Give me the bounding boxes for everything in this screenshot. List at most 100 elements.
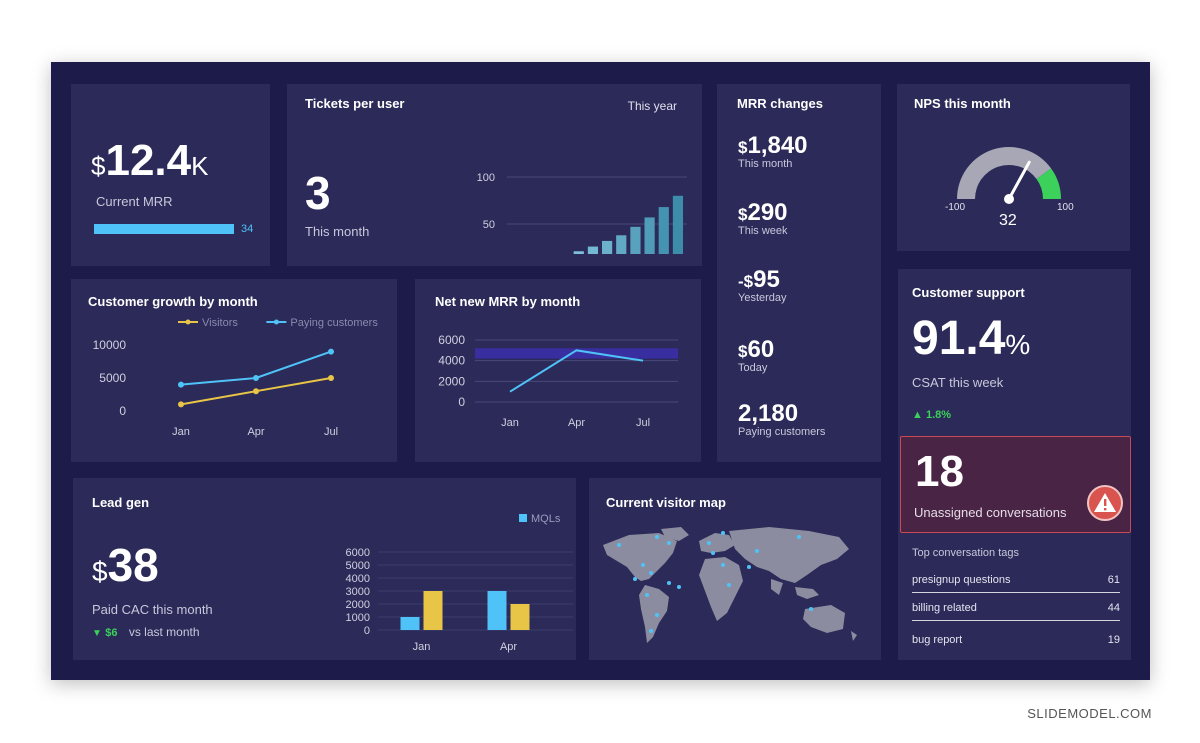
- leadgen-card: Lead gen $38 Paid CAC this month ▼ $6 vs…: [73, 478, 576, 660]
- support-title: Customer support: [912, 285, 1025, 300]
- growth-title: Customer growth by month: [88, 294, 258, 309]
- tickets-bar-chart: 050100: [477, 172, 687, 254]
- netmrr-title: Net new MRR by month: [435, 294, 581, 309]
- nps-gauge: [957, 147, 1061, 204]
- y-tick-label: 6000: [346, 547, 370, 559]
- tag-label: billing related: [912, 602, 977, 614]
- tag-count: 61: [1107, 574, 1120, 586]
- tag-divider: [912, 592, 1120, 593]
- legend-swatch: [519, 514, 527, 522]
- x-tick-label: Jul: [324, 426, 338, 438]
- y-tick-label: 2000: [438, 374, 465, 388]
- nps-min-label: -100: [945, 202, 966, 213]
- tickets-period: This year: [627, 99, 677, 113]
- y-tick-label: 2000: [346, 599, 370, 611]
- y-tick-label: 10000: [93, 338, 127, 352]
- world-map: [603, 527, 857, 643]
- mrr-bar-value: 34: [241, 223, 254, 235]
- netmrr-line-chart: 0 2000 4000 6000 Jan Apr Jul: [438, 333, 678, 429]
- tag-count: 19: [1107, 634, 1120, 646]
- bar: [487, 591, 507, 630]
- y-tick-label: 0: [458, 395, 465, 409]
- netmrr-card: Net new MRR by month 0 2000 4000 6000 Jan Apr…: [415, 279, 701, 462]
- nps-max-label: 100: [1057, 202, 1074, 213]
- map-title: Current visitor map: [606, 495, 726, 510]
- mrr-card: $12.4K Current MRR 34: [71, 84, 270, 266]
- tag-count: 44: [1107, 602, 1120, 614]
- unassigned-value: 18: [915, 447, 964, 496]
- bar: [672, 195, 684, 254]
- x-tick-label: Apr: [568, 417, 585, 429]
- leadgen-value: $38: [92, 539, 159, 591]
- tickets-value: 3: [305, 167, 331, 219]
- tickets-card: Tickets per user This year 3 This month …: [287, 84, 702, 266]
- growth-line-chart: 0 5000 10000 Jan Apr Jul Visitors Paying custom…: [93, 317, 379, 438]
- data-point: [178, 381, 184, 388]
- mrr-change-item: $60 Today: [738, 336, 774, 374]
- gauge-track: [957, 147, 1052, 199]
- mrr-change-item: $1,840 This month: [738, 132, 808, 170]
- mrr-change-value: -$95: [738, 266, 780, 293]
- mrr-change-value: $1,840: [738, 132, 808, 159]
- legend-marker: [185, 319, 191, 325]
- y-tick-label: 4000: [438, 354, 465, 368]
- unassigned-alert-box[interactable]: 18 Unassigned conversations: [900, 436, 1131, 533]
- nps-title: NPS this month: [914, 96, 1011, 111]
- csat-value: 91.4%: [912, 312, 1031, 365]
- y-tick-label: 3000: [346, 586, 370, 598]
- tag-label: bug report: [912, 634, 963, 646]
- x-tick-label: Jan: [413, 641, 431, 653]
- tag-row[interactable]: billing related 44: [912, 602, 1120, 614]
- mrr-changes-card: MRR changes $1,840 This month $290 This wee…: [717, 84, 881, 462]
- bar: [602, 240, 613, 254]
- csat-label: CSAT this week: [912, 375, 1004, 390]
- growth-card: Customer growth by month 0 5000 10000 Jan Ap…: [71, 279, 397, 462]
- tags-title: Top conversation tags: [912, 547, 1020, 559]
- x-tick-label: Jul: [636, 417, 650, 429]
- bar: [587, 246, 599, 254]
- warning-icon: [1087, 485, 1123, 521]
- leadgen-label: Paid CAC this month: [92, 602, 213, 617]
- gauge-green-zone: [1036, 168, 1061, 199]
- mrr-change-label: Yesterday: [738, 292, 787, 304]
- data-point: [253, 375, 259, 381]
- leadgen-bar-chart: 0100020003000400050006000JanAprJulMQLsSQ…: [346, 513, 573, 653]
- bar: [510, 604, 530, 630]
- mrr-value: $12.4K: [91, 136, 209, 185]
- bar: [616, 235, 627, 254]
- data-point: [253, 388, 259, 395]
- mrr-change-label: This week: [738, 225, 788, 237]
- leadgen-title: Lead gen: [92, 495, 150, 510]
- legend-marker: [273, 319, 279, 325]
- tickets-label: This month: [305, 224, 370, 239]
- mrr-change-item: $290 This week: [738, 199, 788, 237]
- mrr-change-label: This month: [738, 158, 793, 170]
- y-tick-label: 1000: [346, 612, 370, 624]
- x-tick-label: Apr: [500, 641, 517, 653]
- tag-row[interactable]: bug report 19: [912, 634, 1120, 646]
- bar: [658, 207, 669, 254]
- tag-row[interactable]: presignup questions 61: [912, 574, 1120, 586]
- down-arrow-icon: ▼: [92, 628, 102, 639]
- y-tick-label: 100: [477, 172, 495, 184]
- nps-value: 32: [999, 212, 1017, 229]
- y-tick-label: 4000: [346, 573, 370, 585]
- unassigned-label: Unassigned conversations: [914, 505, 1067, 520]
- mrr-progress-bar: [94, 224, 234, 234]
- mrr-change-value: 2,180: [738, 400, 799, 427]
- x-tick-label: Jan: [501, 417, 519, 429]
- support-card: Customer support 91.4% CSAT this week ▲ …: [898, 269, 1131, 660]
- leadgen-change: ▼ $6 vs last month: [92, 625, 200, 639]
- csat-change: ▲ 1.8%: [912, 409, 952, 421]
- watermark: SLIDEMODEL.COM: [1027, 706, 1152, 721]
- data-point: [328, 375, 334, 381]
- y-tick-label: 5000: [99, 371, 126, 385]
- map-card: Current visitor map: [589, 478, 881, 660]
- dashboard: $12.4K Current MRR 34 Tickets per user T…: [51, 62, 1150, 680]
- bar: [400, 617, 420, 630]
- mrr-change-value: $290: [738, 199, 788, 226]
- y-tick-label: 0: [119, 404, 126, 418]
- tickets-title: Tickets per user: [305, 96, 405, 111]
- data-point: [178, 401, 184, 408]
- mrr-change-item: 2,180 Paying customers: [738, 400, 825, 438]
